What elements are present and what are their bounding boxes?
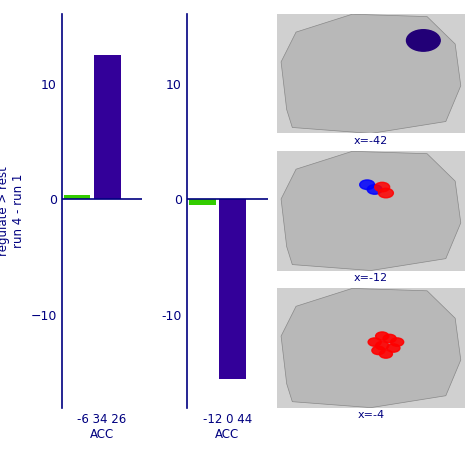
Circle shape xyxy=(375,341,389,350)
Y-axis label: regulate > rest
run 4 - run 1: regulate > rest run 4 - run 1 xyxy=(0,166,25,256)
Circle shape xyxy=(367,185,382,194)
Bar xyxy=(189,200,216,205)
Circle shape xyxy=(375,332,389,340)
Circle shape xyxy=(383,334,396,343)
X-axis label: -12 0 44
ACC: -12 0 44 ACC xyxy=(202,413,252,441)
X-axis label: x=-12: x=-12 xyxy=(354,273,388,283)
Bar xyxy=(94,55,121,200)
X-axis label: x=-42: x=-42 xyxy=(354,136,388,146)
Circle shape xyxy=(374,182,390,192)
X-axis label: -6 34 26
ACC: -6 34 26 ACC xyxy=(77,413,127,441)
Circle shape xyxy=(378,188,393,198)
Circle shape xyxy=(368,338,381,346)
Polygon shape xyxy=(281,151,461,271)
X-axis label: x=-4: x=-4 xyxy=(357,410,384,420)
Circle shape xyxy=(387,344,400,352)
Circle shape xyxy=(372,346,385,355)
Circle shape xyxy=(379,350,392,358)
Bar xyxy=(219,200,246,379)
Bar xyxy=(64,195,91,200)
Circle shape xyxy=(391,338,404,346)
Polygon shape xyxy=(281,14,461,134)
Polygon shape xyxy=(281,288,461,408)
Circle shape xyxy=(407,30,440,51)
Circle shape xyxy=(360,180,374,190)
